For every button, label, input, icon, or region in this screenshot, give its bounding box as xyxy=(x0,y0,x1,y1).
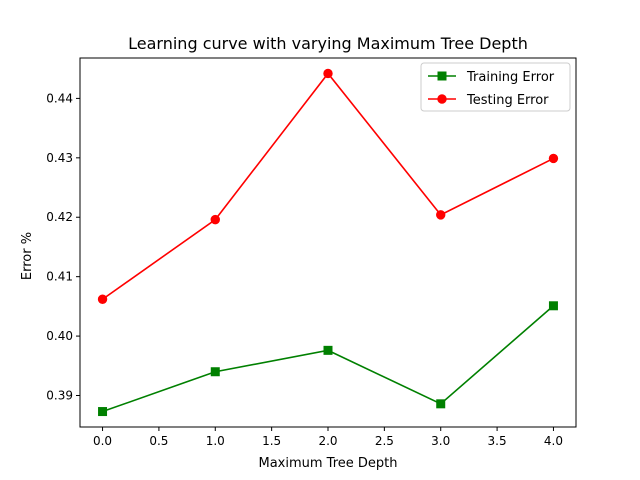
training-error-point xyxy=(436,399,446,409)
x-axis-label: Maximum Tree Depth xyxy=(258,456,397,471)
axes-frame xyxy=(79,57,577,428)
plot-area: 0.0 0.5 1.0 1.5 2.0 2.5 3.0 3.5 4.0 0.39 0.40 0.41 0… xyxy=(46,57,577,448)
training-error-point xyxy=(323,345,333,355)
testing-error-point xyxy=(210,214,220,225)
y-axis-label: Error % xyxy=(20,232,35,280)
legend: Training Error Testing Error xyxy=(420,62,571,112)
x-tick-label: 3.5 xyxy=(488,434,507,448)
chart-title: Learning curve with varying Maximum Tree… xyxy=(128,34,528,53)
training-error-point xyxy=(98,407,108,417)
y-tick-label: 0.39 xyxy=(46,389,73,403)
x-tick-label: 2.0 xyxy=(318,434,337,448)
y-tick-label: 0.40 xyxy=(46,329,73,343)
x-tick-label: 2.5 xyxy=(375,434,394,448)
legend-testing-error-marker xyxy=(437,94,447,104)
training-error-point xyxy=(210,367,220,377)
testing-error-point xyxy=(436,210,446,220)
y-tick-label: 0.44 xyxy=(46,91,73,105)
legend-testing-error-label: Testing Error xyxy=(466,93,549,108)
testing-error-point xyxy=(548,153,559,164)
x-tick-label: 3.0 xyxy=(431,434,450,448)
y-tick-label: 0.41 xyxy=(46,270,73,284)
legend-training-error-label: Training Error xyxy=(466,70,555,85)
training-error-point xyxy=(548,301,558,311)
testing-error-point xyxy=(323,68,333,79)
legend-box xyxy=(420,62,571,112)
training-error-line xyxy=(102,305,554,413)
testing-error-point xyxy=(97,294,108,304)
x-tick-label: 1.5 xyxy=(262,434,281,448)
y-tick-label: 0.43 xyxy=(46,151,73,165)
legend-training-error-marker xyxy=(437,71,447,81)
x-tick-label: 4.0 xyxy=(544,434,563,448)
x-tick-label: 0.0 xyxy=(93,434,112,448)
x-tick-label: 0.5 xyxy=(149,434,168,448)
y-tick-label: 0.42 xyxy=(46,210,73,224)
x-tick-label: 1.0 xyxy=(206,434,225,448)
